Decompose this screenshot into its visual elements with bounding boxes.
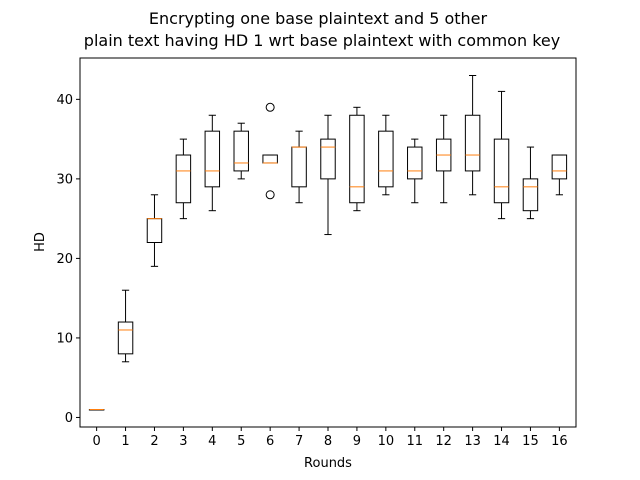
box-group-8	[320, 114, 336, 236]
box-group-6	[262, 102, 278, 200]
x-tick-label: 15	[522, 434, 539, 449]
box-iqr	[175, 154, 192, 204]
box-group-2	[146, 194, 163, 267]
box-group-4	[204, 114, 221, 212]
box-group-3	[175, 138, 192, 220]
x-tick-label: 11	[406, 434, 423, 449]
x-tick-label: 7	[295, 434, 303, 449]
y-tick-label: 40	[56, 93, 73, 108]
box-iqr	[146, 218, 163, 244]
x-tick-label: 6	[266, 434, 274, 449]
x-axis-label: Rounds	[304, 456, 352, 471]
x-tick-label: 2	[150, 434, 158, 449]
y-axis-ticks: 0 10 20 30 40	[56, 93, 80, 426]
box-iqr	[349, 114, 365, 204]
x-tick-label: 14	[493, 434, 510, 449]
box-group-9	[349, 106, 365, 212]
box-iqr	[291, 146, 307, 188]
flier-point	[265, 102, 275, 112]
x-tick-label: 4	[208, 434, 216, 449]
box-group-11	[407, 138, 423, 204]
chart-title-line-2: plain text having HD 1 wrt base plaintex…	[84, 31, 560, 50]
box-iqr	[493, 138, 510, 204]
x-tick-label: 10	[378, 434, 395, 449]
x-tick-label: 1	[121, 434, 129, 449]
box-iqr	[522, 178, 539, 212]
chart-title-line-1: Encrypting one base plaintext and 5 othe…	[149, 9, 488, 28]
x-axis-ticks: 0 1 2 3 4 5 6 7 8 9 10 11 12 13 14 15 16	[92, 427, 568, 449]
y-tick-label: 30	[56, 172, 73, 187]
box-iqr	[551, 154, 568, 180]
box-iqr	[407, 146, 423, 180]
box-group-12	[435, 114, 452, 204]
box-marks	[88, 74, 568, 411]
box-iqr	[464, 114, 481, 172]
y-tick-label: 20	[56, 252, 73, 267]
box-group-0	[88, 409, 105, 411]
flier-point	[265, 190, 275, 200]
box-iqr	[378, 130, 394, 188]
x-tick-label: 13	[464, 434, 481, 449]
box-group-15	[522, 146, 539, 220]
box-group-1	[117, 289, 134, 363]
x-tick-label: 0	[92, 434, 100, 449]
x-tick-label: 5	[237, 434, 245, 449]
box-group-10	[378, 114, 394, 196]
y-axis-label: HD	[33, 232, 48, 252]
box-group-13	[464, 74, 481, 196]
box-group-16	[551, 154, 568, 196]
x-tick-label: 12	[435, 434, 452, 449]
box-iqr	[320, 138, 336, 180]
box-group-14	[493, 90, 510, 220]
box-iqr	[117, 321, 134, 355]
y-tick-label: 10	[56, 331, 73, 346]
box-group-7	[291, 130, 307, 204]
box-group-5	[233, 122, 249, 180]
x-tick-label: 3	[179, 434, 187, 449]
box-iqr	[262, 154, 278, 164]
box-iqr	[204, 130, 221, 188]
x-tick-label: 9	[353, 434, 361, 449]
x-tick-label: 16	[551, 434, 568, 449]
x-tick-label: 8	[324, 434, 332, 449]
y-tick-label: 0	[65, 411, 73, 426]
box-iqr	[233, 130, 249, 172]
